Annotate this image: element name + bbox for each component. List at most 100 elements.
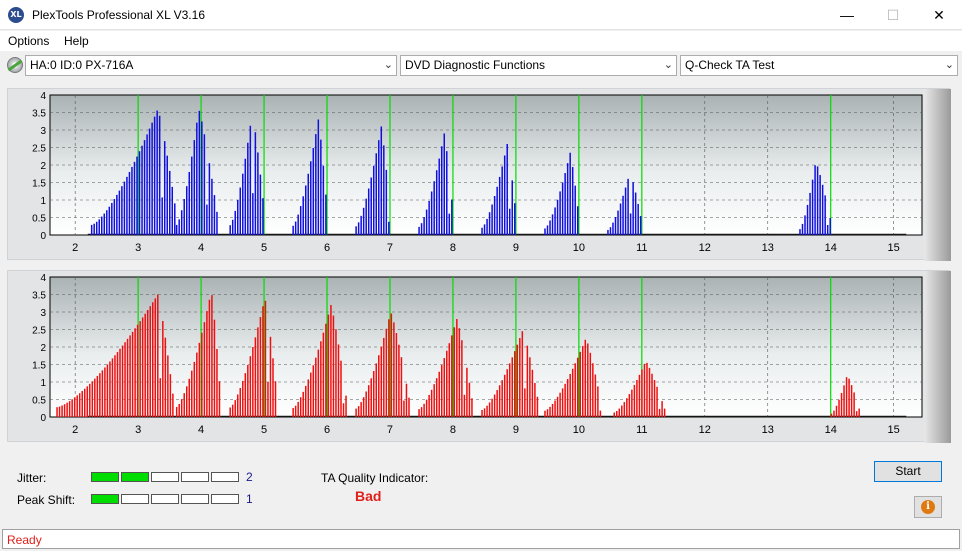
data-bar: [618, 408, 621, 417]
close-button[interactable]: ✕: [933, 7, 945, 23]
data-bar: [94, 378, 96, 417]
x-tick-label: 6: [324, 424, 330, 436]
data-bar: [297, 401, 299, 417]
data-bar: [153, 116, 156, 235]
data-bar: [236, 394, 239, 417]
data-bar: [262, 306, 264, 417]
data-bar: [131, 166, 133, 235]
data-bar: [648, 367, 651, 417]
y-tick-label: 2.5: [32, 326, 46, 337]
info-button[interactable]: i: [914, 496, 942, 518]
data-bar: [136, 156, 138, 235]
data-bar: [108, 206, 111, 235]
red-bar-chart: 0 0.5 1 1.5 2 2.5 3 3.5 4 2 3 4 5 6 7 8 9 10 11 12 13 14 15: [32, 271, 951, 443]
meter-segment: [181, 472, 209, 482]
data-bar: [180, 210, 183, 235]
data-bar: [322, 165, 325, 235]
data-bar: [114, 355, 116, 417]
data-bar: [408, 397, 410, 417]
data-bar: [576, 357, 579, 417]
data-bar: [451, 199, 453, 235]
data-bar: [612, 222, 614, 235]
data-bar: [488, 402, 491, 417]
data-bar: [471, 398, 473, 417]
data-bar: [317, 349, 320, 417]
data-bar: [83, 388, 86, 417]
data-bar: [86, 386, 89, 417]
data-bar: [254, 337, 257, 417]
data-bar: [312, 148, 315, 235]
chevron-down-icon: ⌄: [944, 59, 954, 71]
data-bar: [599, 410, 602, 417]
data-bar: [440, 365, 443, 417]
data-bar: [355, 226, 357, 235]
data-bar: [159, 378, 162, 417]
data-bar: [514, 351, 516, 417]
y-tick-label: 4: [40, 273, 46, 284]
x-tick-label: 9: [513, 242, 519, 254]
x-tick-label: 5: [261, 424, 267, 436]
data-bar: [607, 229, 609, 235]
data-bar: [418, 226, 420, 235]
drive-select[interactable]: HA:0 ID:0 PX-716A ⌄: [25, 55, 397, 76]
data-bar: [96, 375, 99, 417]
data-bar: [249, 356, 252, 417]
data-bar: [559, 191, 561, 235]
data-bar: [845, 377, 848, 417]
y-tick-label: 0.5: [32, 396, 46, 407]
data-bar: [388, 319, 390, 417]
data-bar: [641, 369, 643, 417]
data-bar: [168, 170, 171, 235]
y-tick-label: 2: [40, 343, 46, 354]
data-bar: [146, 134, 148, 235]
data-bar: [322, 332, 325, 417]
data-bar: [624, 187, 627, 235]
menu-options[interactable]: Options: [8, 34, 50, 48]
plot-area: [49, 276, 923, 418]
data-bar: [438, 158, 440, 235]
data-bar: [551, 403, 554, 417]
jitter-value: 2: [246, 470, 253, 484]
data-bar: [171, 186, 174, 235]
data-bar: [506, 369, 508, 417]
data-bar: [370, 378, 372, 417]
peak-shift-chart-panel: 0 0.5 1 1.5 2 2.5 3 3.5 4 2 3 4 5 6 7 8 9 10 11 12 13 14 15: [7, 270, 951, 443]
data-bar: [380, 126, 383, 235]
data-bar: [637, 203, 639, 235]
maximize-button[interactable]: ☐: [886, 7, 900, 23]
test-select[interactable]: Q-Check TA Test ⌄: [680, 55, 958, 76]
menu-help[interactable]: Help: [64, 34, 89, 48]
data-bar: [418, 409, 420, 417]
data-bar: [826, 225, 829, 235]
data-bar: [317, 119, 320, 235]
data-bar: [582, 345, 584, 417]
data-bar: [249, 125, 252, 235]
data-bar: [850, 385, 853, 417]
data-bar: [574, 363, 576, 417]
data-bar: [483, 408, 486, 417]
status-text: Ready: [7, 533, 42, 547]
data-bar: [332, 315, 335, 417]
start-button[interactable]: Start: [874, 461, 942, 482]
data-bar: [164, 337, 167, 417]
jitter-chart-panel: 0 0.5 1 1.5 2 2.5 3 3.5 4 2 3 4 5 6 7 8 9 10 11 12 13 14 15: [7, 88, 951, 261]
data-bar: [383, 145, 385, 235]
data-bar: [804, 215, 806, 235]
x-tick-label: 8: [450, 424, 456, 436]
data-bar: [320, 139, 322, 235]
data-bar: [252, 193, 254, 235]
data-bar: [799, 229, 801, 235]
data-bar: [632, 182, 634, 235]
x-tick-label: 12: [699, 424, 711, 436]
data-bar: [483, 224, 486, 235]
data-bar: [143, 140, 146, 235]
data-bar: [453, 327, 456, 417]
data-bar: [66, 402, 68, 417]
meter-segment: [151, 494, 179, 504]
data-bar: [574, 185, 576, 235]
data-bar: [501, 380, 503, 417]
data-bar: [639, 216, 642, 235]
minimize-button[interactable]: —: [840, 7, 854, 23]
data-bar: [180, 399, 183, 417]
function-select[interactable]: DVD Diagnostic Functions ⌄: [400, 55, 677, 76]
